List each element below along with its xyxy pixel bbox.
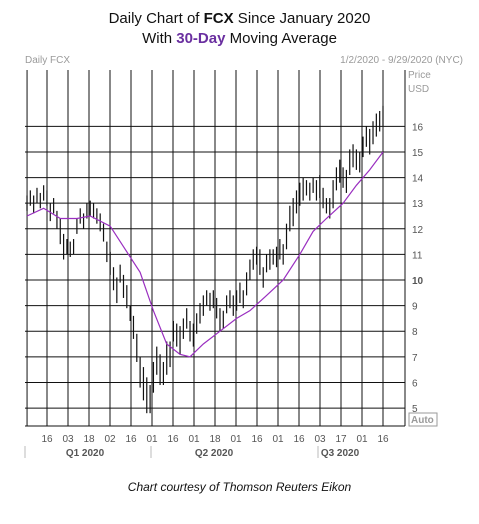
ohlc-chart: Daily FCX 1/2/2020 - 9/29/2020 (NYC) Price… [24,55,463,459]
quarter-label: Q3 2020 [321,448,360,459]
x-tick-label: 01 [146,434,158,445]
x-tick-label: 02 [104,434,116,445]
y-axis-label-price: Price [408,70,431,81]
x-tick-label: 18 [83,434,95,445]
ticker-symbol: FCX [203,10,234,27]
x-tick-label: 18 [209,434,221,445]
y-tick-label: 11 [412,250,423,261]
moving-average-line [26,151,384,358]
symbol-label: Daily FCX [25,55,70,66]
x-tick-label: 16 [251,434,263,445]
y-tick-label: 13 [412,199,424,210]
y-tick-label: 12 [412,225,424,236]
x-tick-label: 16 [41,434,53,445]
x-tick-label: 01 [272,434,284,445]
y-tick-label: 5 [412,404,418,415]
x-tick-label: 03 [314,434,326,445]
y-tick-label: 8 [412,327,418,338]
quarter-label: Q1 2020 [66,448,105,459]
chart-title-line1: Daily Chart of FCX Since January 2020 [108,10,371,27]
auto-button [408,412,438,427]
y-axis-label-currency: USD [408,84,429,95]
x-tick-label: 01 [230,434,242,445]
y-tick-label: 10 [412,276,424,287]
x-tick-label: 17 [335,434,347,445]
moving-average-period: 30-Day [176,30,226,47]
x-tick-label: 01 [356,434,368,445]
chart-caption: Chart courtesy of Thomson Reuters Eikon [127,480,352,494]
chart-title-line2: With 30-Day Moving Average [142,30,337,47]
y-tick-label: 14 [412,174,424,185]
x-tick-label: 03 [62,434,74,445]
date-range-label: 1/2/2020 - 9/29/2020 (NYC) [340,55,463,66]
auto-label: Auto [411,415,434,426]
y-tick-label: 6 [412,378,418,389]
x-tick-label: 16 [125,434,137,445]
y-tick-label: 9 [412,302,418,313]
y-tick-label: 15 [412,148,424,159]
x-tick-label: 16 [293,434,305,445]
y-tick-label: 16 [412,122,424,133]
x-tick-label: 16 [167,434,179,445]
x-tick-label: 16 [377,434,389,445]
quarter-label: Q2 2020 [195,448,234,459]
x-tick-label: 01 [188,434,200,445]
y-tick-label: 7 [412,353,418,364]
